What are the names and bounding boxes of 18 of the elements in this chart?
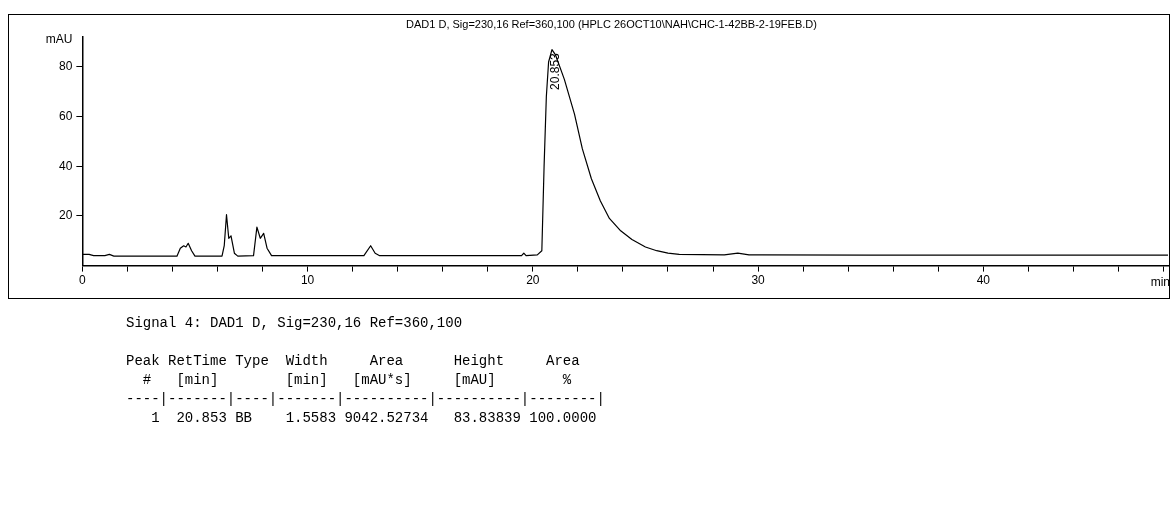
text: 1 20.853 BB 1.5583 9042.52734 83.83839 100.0000	[151, 410, 597, 426]
y-axis-title: mAU	[45, 31, 73, 46]
x-tick-label: 10	[300, 273, 315, 288]
text: # [min] [min] [mAU*s] [mAU] %	[142, 372, 572, 388]
text: ----|-------|----|-------|----------|----------|--------|	[126, 391, 605, 407]
y-tick-label: 80	[58, 59, 73, 74]
x-tick-label: 30	[751, 273, 766, 288]
y-tick-label: 20	[58, 208, 73, 223]
chart-title: DAD1 D, Sig=230,16 Ref=360,100 (HPLC 26OCT10\NAH\CHC-1-42BB-2-19FEB.D)	[406, 17, 817, 30]
x-tick-label: 0	[79, 273, 86, 288]
y-tick-label: 60	[58, 108, 73, 123]
text: Signal 4: DAD1 D, Sig=230,16 Ref=360,100	[126, 315, 463, 331]
annotation: 20.853	[548, 52, 563, 90]
x-tick-label: 20	[526, 273, 540, 288]
x-axis-title: min	[1150, 274, 1170, 289]
x-tick-label: 40	[976, 273, 991, 288]
y-tick-label: 40	[58, 158, 73, 173]
text: Peak RetTime Type Width Area Height Area	[126, 353, 580, 369]
